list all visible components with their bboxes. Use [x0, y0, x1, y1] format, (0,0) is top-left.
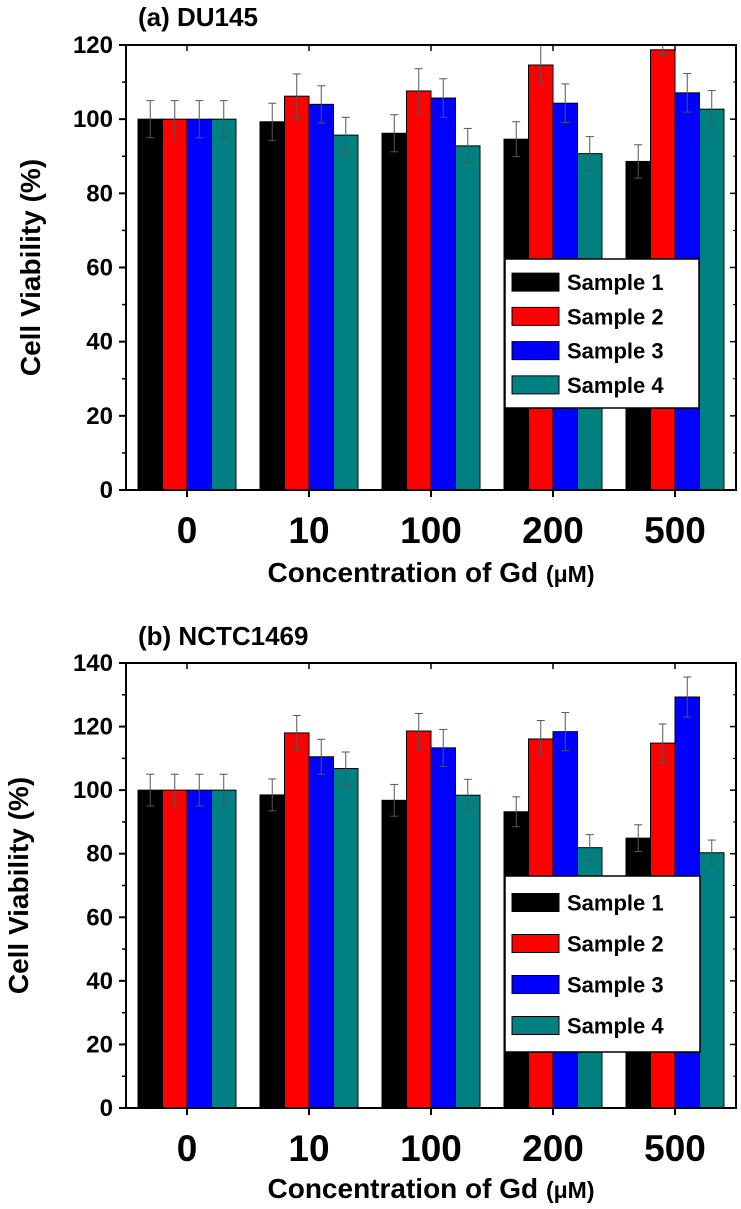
bar-sample-1-0 — [137, 118, 163, 491]
bar-sample-4-10 — [333, 768, 359, 1109]
bar-sample-3-0 — [186, 118, 212, 491]
bar-sample-4-500 — [699, 852, 725, 1109]
bar-sample-3-100 — [430, 97, 456, 491]
y-tick-label: 0 — [100, 1095, 113, 1122]
x-axis-title: Concentration of Gd (μM) — [268, 557, 595, 588]
bar-sample-4-100 — [455, 794, 481, 1109]
legend: Sample 1 Sample 2 Sample 3 Sample 4 — [504, 875, 701, 1053]
x-tick-label: 200 — [522, 1128, 584, 1169]
y-tick-label: 20 — [86, 403, 113, 430]
y-tick-label: 0 — [100, 477, 113, 504]
x-axis-unit: (μM) — [546, 561, 595, 587]
y-tick-label: 40 — [86, 329, 113, 356]
bar-sample-2-10 — [284, 95, 310, 491]
bar-sample-2-0 — [162, 789, 188, 1109]
legend-swatch-2 — [511, 306, 560, 326]
panel-b: (b) NCTC1469 0 20 40 60 80 100 120 140 0 10 100 200 5… — [3, 621, 737, 1204]
bar-sample-3-10 — [308, 756, 334, 1109]
bar-sample-3-10 — [308, 103, 334, 491]
bar-sample-1-10 — [259, 121, 285, 491]
y-tick-label: 100 — [73, 777, 113, 804]
y-tick-label: 80 — [86, 841, 113, 868]
x-tick-label: 100 — [400, 510, 462, 551]
legend-swatch-2 — [511, 934, 560, 953]
bar-sample-2-100 — [406, 730, 432, 1109]
bar-sample-3-100 — [430, 747, 456, 1109]
x-tick-label: 0 — [177, 510, 198, 551]
y-tick-label: 60 — [86, 255, 113, 282]
legend-swatch-3 — [511, 341, 560, 361]
y-tick-label: 40 — [86, 968, 113, 995]
bar-sample-1-10 — [259, 794, 285, 1109]
bar-sample-2-0 — [162, 118, 188, 491]
x-tick-label: 200 — [522, 510, 584, 551]
bar-sample-2-100 — [406, 90, 432, 491]
panel-title: (a) DU145 — [138, 2, 258, 32]
x-tick-label: 100 — [400, 1128, 462, 1169]
y-tick-label: 20 — [86, 1031, 113, 1058]
legend-label-2: Sample 2 — [567, 932, 664, 957]
legend-label-1: Sample 1 — [567, 891, 664, 916]
panel-title: (b) NCTC1469 — [138, 621, 308, 651]
bar-sample-4-0 — [211, 789, 237, 1109]
bar-sample-2-10 — [284, 732, 310, 1109]
x-axis-unit: (μM) — [546, 1177, 595, 1203]
bar-sample-4-100 — [455, 145, 481, 491]
x-axis-title: Concentration of Gd (μM) — [268, 1173, 595, 1204]
x-tick-label: 10 — [288, 1128, 329, 1169]
legend-label-2: Sample 2 — [567, 304, 664, 329]
legend-label-4: Sample 4 — [567, 1014, 664, 1039]
legend-swatch-4 — [511, 375, 560, 395]
x-tick-label: 500 — [644, 510, 706, 551]
bar-sample-4-0 — [211, 118, 237, 491]
x-tick-label: 500 — [644, 1128, 706, 1169]
legend-label-3: Sample 3 — [567, 339, 664, 364]
legend: Sample 1 Sample 2 Sample 3 Sample 4 — [504, 258, 700, 409]
y-tick-label: 60 — [86, 904, 113, 931]
legend-swatch-4 — [511, 1016, 560, 1035]
legend-label-1: Sample 1 — [567, 270, 664, 295]
legend-swatch-1 — [511, 893, 560, 912]
legend-label-4: Sample 4 — [567, 373, 664, 398]
y-axis-title: Cell Viability (%) — [15, 159, 46, 376]
bar-sample-1-100 — [381, 132, 407, 491]
x-tick-label: 10 — [288, 510, 329, 551]
y-tick-label: 120 — [73, 32, 113, 59]
legend-label-3: Sample 3 — [567, 973, 664, 998]
bar-sample-1-0 — [137, 789, 163, 1109]
y-tick-label: 120 — [73, 714, 113, 741]
legend-swatch-1 — [511, 272, 560, 292]
bar-sample-4-500 — [699, 108, 725, 491]
legend-swatch-3 — [511, 975, 560, 994]
y-axis-title: Cell Viability (%) — [3, 777, 34, 994]
bar-sample-4-10 — [333, 134, 359, 491]
x-tick-label: 0 — [177, 1128, 198, 1169]
y-tick-label: 140 — [73, 650, 113, 677]
bar-sample-1-100 — [381, 799, 407, 1109]
y-tick-label: 100 — [73, 106, 113, 133]
panel-a: (a) DU145 0 20 40 60 80 100 120 0 10 100 200 500 Cell… — [15, 2, 737, 588]
y-tick-label: 80 — [86, 180, 113, 207]
bar-sample-3-0 — [186, 789, 212, 1109]
